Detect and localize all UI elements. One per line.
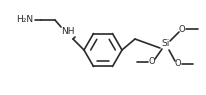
Text: O: O	[149, 57, 155, 66]
Text: O: O	[179, 25, 185, 34]
Text: Si: Si	[162, 40, 170, 49]
Text: H₂N: H₂N	[16, 15, 34, 25]
Text: NH: NH	[61, 27, 75, 36]
Text: O: O	[175, 59, 181, 68]
